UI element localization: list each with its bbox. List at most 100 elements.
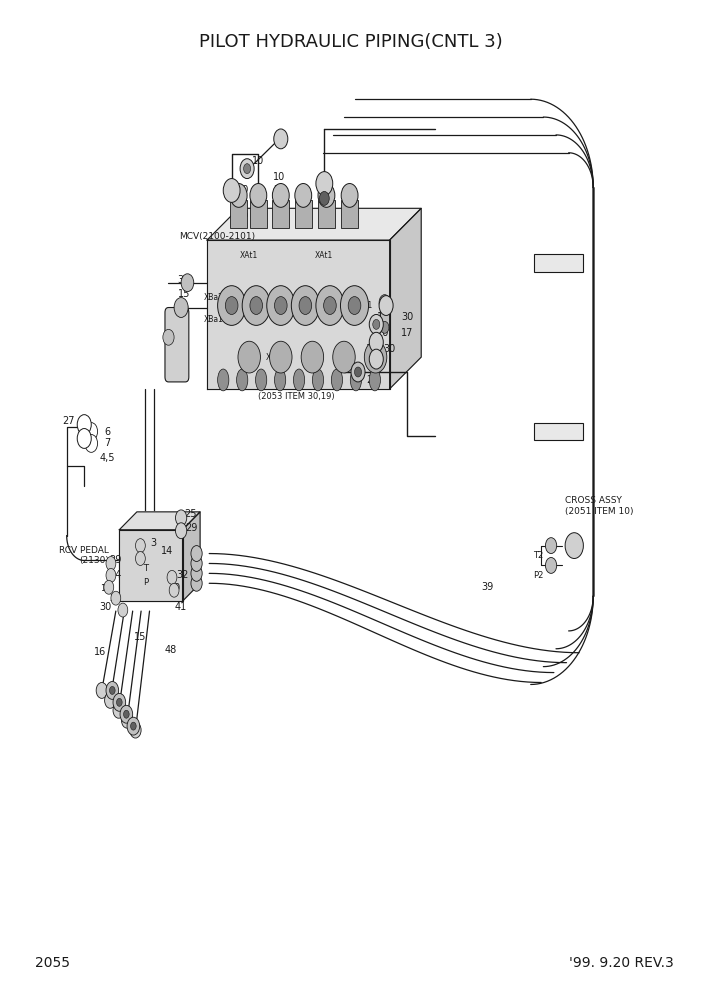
Ellipse shape bbox=[369, 369, 380, 391]
Text: T2: T2 bbox=[534, 551, 544, 560]
Circle shape bbox=[135, 539, 145, 553]
Circle shape bbox=[238, 341, 260, 373]
Ellipse shape bbox=[312, 369, 324, 391]
Ellipse shape bbox=[331, 369, 343, 391]
Circle shape bbox=[379, 296, 393, 315]
Circle shape bbox=[355, 367, 362, 377]
Circle shape bbox=[351, 362, 365, 382]
Circle shape bbox=[364, 341, 387, 373]
Text: 29: 29 bbox=[110, 556, 122, 565]
Text: 30: 30 bbox=[99, 602, 112, 612]
Text: 4,5: 4,5 bbox=[100, 453, 115, 463]
Circle shape bbox=[191, 556, 202, 571]
Circle shape bbox=[272, 184, 289, 207]
Text: 27: 27 bbox=[62, 416, 75, 426]
Text: 30: 30 bbox=[322, 211, 335, 221]
Text: 15: 15 bbox=[134, 632, 147, 642]
Circle shape bbox=[191, 565, 202, 581]
Circle shape bbox=[85, 434, 98, 452]
Text: 48: 48 bbox=[164, 645, 177, 655]
Circle shape bbox=[242, 286, 270, 325]
Text: XBa2: XBa2 bbox=[204, 293, 224, 303]
Circle shape bbox=[369, 349, 383, 369]
Ellipse shape bbox=[293, 369, 305, 391]
Ellipse shape bbox=[218, 369, 229, 391]
Circle shape bbox=[218, 286, 246, 325]
Text: 6: 6 bbox=[105, 427, 110, 436]
Circle shape bbox=[316, 172, 333, 195]
Circle shape bbox=[169, 583, 179, 597]
Text: 10: 10 bbox=[376, 312, 389, 322]
Circle shape bbox=[120, 705, 133, 723]
Text: CROSS ASSY
(2051 ITEM 10): CROSS ASSY (2051 ITEM 10) bbox=[565, 496, 634, 516]
Text: 2055: 2055 bbox=[35, 956, 70, 970]
Text: 7: 7 bbox=[105, 438, 110, 448]
Ellipse shape bbox=[256, 369, 267, 391]
Circle shape bbox=[106, 682, 119, 699]
Circle shape bbox=[131, 722, 136, 730]
Text: 30: 30 bbox=[401, 312, 413, 322]
Circle shape bbox=[348, 297, 361, 314]
Text: 1: 1 bbox=[100, 583, 106, 593]
Text: 41: 41 bbox=[175, 602, 187, 612]
Text: 39: 39 bbox=[482, 582, 494, 592]
FancyBboxPatch shape bbox=[230, 200, 247, 228]
Circle shape bbox=[105, 692, 116, 708]
Circle shape bbox=[373, 319, 380, 329]
Polygon shape bbox=[183, 512, 200, 601]
Text: 3: 3 bbox=[150, 538, 156, 548]
Circle shape bbox=[270, 341, 292, 373]
Text: 30: 30 bbox=[178, 275, 190, 285]
Circle shape bbox=[191, 575, 202, 591]
Circle shape bbox=[113, 702, 124, 718]
Text: 33: 33 bbox=[178, 306, 190, 315]
Circle shape bbox=[316, 286, 344, 325]
Text: RCV PEDAL
(2130): RCV PEDAL (2130) bbox=[59, 546, 109, 565]
Ellipse shape bbox=[350, 369, 362, 391]
Circle shape bbox=[301, 341, 324, 373]
Text: 17: 17 bbox=[366, 359, 378, 369]
Text: 17: 17 bbox=[322, 198, 335, 208]
Circle shape bbox=[319, 191, 329, 205]
Circle shape bbox=[340, 286, 369, 325]
Text: (2053 ITEM 30,19): (2053 ITEM 30,19) bbox=[258, 392, 335, 402]
FancyBboxPatch shape bbox=[534, 423, 583, 440]
Circle shape bbox=[318, 184, 335, 207]
Circle shape bbox=[379, 295, 390, 310]
Text: XBa1: XBa1 bbox=[204, 314, 224, 324]
Text: 10: 10 bbox=[252, 156, 265, 166]
Polygon shape bbox=[207, 240, 390, 389]
Text: 17: 17 bbox=[401, 328, 413, 338]
Circle shape bbox=[167, 570, 177, 584]
Text: XBtr: XBtr bbox=[265, 352, 282, 362]
Ellipse shape bbox=[237, 369, 248, 391]
Polygon shape bbox=[119, 530, 183, 601]
Text: 29: 29 bbox=[185, 523, 197, 533]
Circle shape bbox=[267, 286, 295, 325]
Circle shape bbox=[104, 580, 114, 594]
Circle shape bbox=[191, 546, 202, 561]
Circle shape bbox=[545, 538, 557, 554]
Circle shape bbox=[96, 682, 107, 698]
Circle shape bbox=[111, 591, 121, 605]
FancyBboxPatch shape bbox=[250, 200, 267, 228]
Circle shape bbox=[118, 603, 128, 617]
Circle shape bbox=[244, 164, 251, 174]
Circle shape bbox=[369, 332, 383, 352]
Circle shape bbox=[324, 297, 336, 314]
FancyBboxPatch shape bbox=[272, 200, 289, 228]
Polygon shape bbox=[207, 208, 421, 240]
Text: 10: 10 bbox=[366, 344, 378, 354]
Text: 20: 20 bbox=[366, 375, 378, 385]
Circle shape bbox=[176, 510, 187, 526]
Circle shape bbox=[369, 314, 383, 334]
Text: 30: 30 bbox=[168, 583, 180, 593]
Text: 17: 17 bbox=[236, 198, 249, 208]
Text: 10: 10 bbox=[273, 172, 286, 182]
Circle shape bbox=[181, 274, 194, 292]
Circle shape bbox=[106, 557, 116, 570]
Text: PILOT HYDRAULIC PIPING(CNTL 3): PILOT HYDRAULIC PIPING(CNTL 3) bbox=[199, 33, 503, 51]
Circle shape bbox=[113, 693, 126, 711]
Circle shape bbox=[274, 297, 287, 314]
Circle shape bbox=[163, 329, 174, 345]
